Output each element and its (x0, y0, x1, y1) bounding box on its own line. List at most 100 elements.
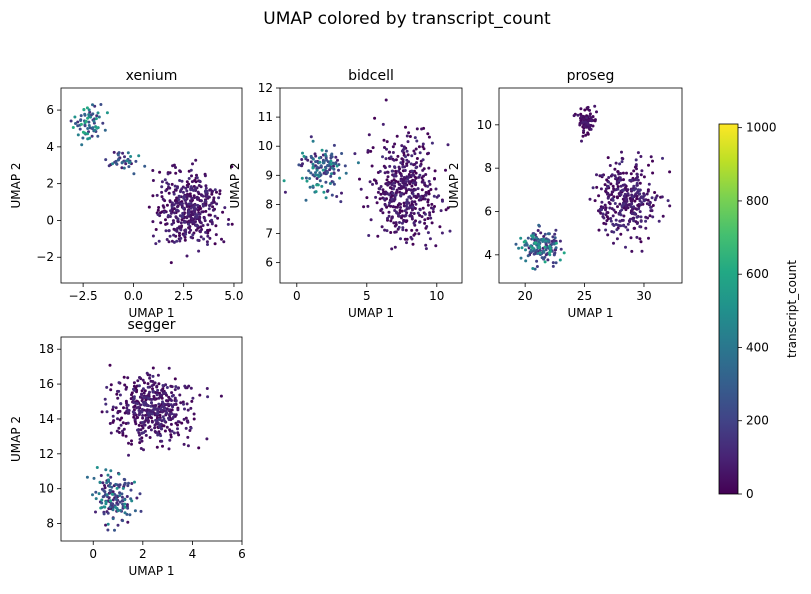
scatter-point (185, 419, 189, 423)
scatter-point (426, 184, 430, 188)
scatter-point (172, 192, 176, 196)
scatter-point (195, 173, 198, 177)
scatter-point (155, 193, 159, 197)
scatter-point (418, 164, 422, 168)
scatter-point (164, 229, 168, 233)
scatter-point (136, 402, 139, 406)
scatter-point (411, 208, 414, 212)
scatter-point (422, 174, 425, 178)
scatter-point (548, 253, 552, 257)
scatter-point (187, 177, 191, 180)
scatter-point (390, 247, 394, 251)
panel-segger: 0 2 4 6 8 10 12 14 16 18 segger UMAP 1 UMAP 2 (9, 317, 246, 578)
scatter-point (168, 234, 172, 238)
scatter-point (438, 225, 442, 229)
scatter-point (593, 104, 597, 108)
scatter-point (422, 181, 426, 185)
scatter-point (164, 409, 168, 413)
scatter-point (651, 204, 655, 207)
scatter-point (123, 511, 127, 515)
scatter-point (315, 168, 319, 172)
scatter-point (301, 151, 304, 155)
scatter-point (418, 173, 422, 177)
scatter-point (283, 190, 287, 194)
scatter-point (404, 125, 407, 129)
scatter-point (169, 433, 173, 437)
scatter-point (532, 249, 536, 253)
scatter-point (161, 204, 165, 208)
scatter-point (394, 230, 398, 234)
scatter-point (582, 115, 586, 119)
scatter-point (321, 161, 325, 165)
scatter-point (605, 178, 609, 182)
scatter-point (172, 240, 176, 244)
scatter-point (614, 161, 618, 165)
scatter-point (413, 136, 417, 140)
x-axis-label: UMAP 1 (128, 306, 174, 320)
y-axis-label: UMAP 2 (9, 162, 23, 208)
scatter-point (178, 234, 181, 238)
scatter-point (136, 379, 140, 383)
scatter-point (108, 505, 112, 509)
scatter-point (647, 182, 651, 186)
scatter-points (85, 363, 223, 532)
scatter-point (139, 509, 143, 513)
axes-frame (498, 87, 683, 284)
scatter-points (514, 104, 672, 271)
scatter-point (553, 236, 557, 240)
scatter-point (315, 183, 319, 187)
scatter-point (551, 261, 555, 265)
y-tick-label: 18 (39, 342, 54, 356)
scatter-point (318, 179, 322, 183)
scatter-point (205, 437, 209, 441)
scatter-point (109, 388, 113, 392)
scatter-point (389, 155, 393, 159)
scatter-point (132, 415, 136, 419)
scatter-point (369, 149, 373, 153)
scatter-point (118, 491, 122, 495)
scatter-point (104, 158, 108, 162)
scatter-point (418, 151, 422, 155)
scatter-point (633, 199, 637, 203)
scatter-point (95, 114, 99, 118)
scatter-point (401, 226, 405, 230)
scatter-point (180, 179, 184, 183)
scatter-point (282, 179, 286, 183)
scatter-point (324, 196, 328, 200)
scatter-point (620, 160, 624, 164)
scatter-point (391, 191, 395, 195)
scatter-point (606, 156, 610, 160)
scatter-point (340, 152, 344, 155)
scatter-point (99, 474, 103, 477)
scatter-point (646, 198, 650, 202)
scatter-point (668, 170, 672, 174)
scatter-point (304, 198, 308, 202)
scatter-point (633, 211, 637, 215)
scatter-point (622, 194, 626, 198)
scatter-point (199, 235, 203, 239)
scatter-point (215, 202, 219, 206)
scatter-point (614, 218, 618, 222)
scatter-point (639, 240, 643, 244)
scatter-point (182, 196, 186, 200)
scatter-point (616, 196, 619, 200)
scatter-point (387, 182, 391, 186)
scatter-point (141, 426, 145, 430)
scatter-point (415, 228, 419, 232)
scatter-point (93, 104, 97, 108)
scatter-point (572, 114, 576, 118)
scatter-point (161, 197, 165, 201)
scatter-point (423, 193, 427, 197)
scatter-point (529, 248, 533, 252)
scatter-point (178, 239, 182, 243)
scatter-point (651, 159, 654, 163)
scatter-point (356, 161, 360, 165)
scatter-point (97, 492, 101, 496)
scatter-point (199, 221, 203, 225)
scatter-point (630, 178, 634, 182)
scatter-point (440, 231, 444, 235)
scatter-point (398, 208, 402, 212)
scatter-point (604, 228, 608, 232)
scatter-point (198, 393, 202, 397)
scatter-point (541, 237, 545, 241)
